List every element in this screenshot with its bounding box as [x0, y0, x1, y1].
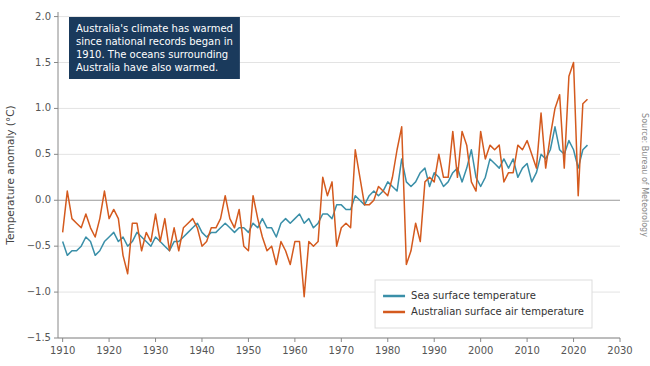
legend-swatch [383, 295, 405, 298]
x-tick [294, 338, 295, 342]
y-tick-label: 1.0 [35, 102, 51, 113]
legend-label: Australian surface air temperature [411, 306, 584, 317]
y-tick [54, 246, 58, 247]
y-tick-label: −0.5 [27, 240, 51, 251]
y-tick [54, 200, 58, 201]
y-tick-label: −1.0 [27, 286, 51, 297]
y-tick [54, 108, 58, 109]
y-tick-label: 2.0 [35, 11, 51, 22]
annotation-text: Australia's climate has warmedsince nati… [76, 23, 233, 73]
x-tick-label: 2030 [607, 345, 632, 356]
x-tick [480, 338, 481, 342]
x-tick-label: 1910 [50, 345, 75, 356]
x-tick [387, 338, 388, 342]
annotation: Australia's climate has warmedsince nati… [69, 17, 240, 79]
y-tick [54, 338, 58, 339]
series-line [63, 127, 588, 256]
x-tick [573, 338, 574, 342]
x-tick-label: 2000 [468, 345, 493, 356]
legend-swatch [383, 311, 405, 314]
chart: −1.5 −1.0 −0.5 0.0 0.5 1.0 1.5 2.0 1910 1920 1930 1… [0, 0, 650, 366]
y-tick-label: −1.5 [27, 332, 51, 343]
x-tick [434, 338, 435, 342]
y-axis-line [58, 12, 59, 338]
x-tick [620, 338, 621, 342]
x-tick [155, 338, 156, 342]
x-tick-label: 1930 [143, 345, 168, 356]
legend-label: Sea surface temperature [411, 290, 536, 301]
plot-area [63, 63, 588, 297]
zero-line [58, 200, 620, 201]
y-tick-label: 0.0 [35, 194, 51, 205]
grid-line [58, 108, 620, 109]
x-tick [341, 338, 342, 342]
y-tick [54, 16, 58, 17]
source-text: Source: Bureau of Meteorology [640, 113, 649, 237]
grid-line [58, 16, 620, 17]
series-line [63, 63, 588, 297]
legend-box [375, 280, 592, 328]
x-tick-label: 1940 [189, 345, 214, 356]
axes: −1.5 −1.0 −0.5 0.0 0.5 1.0 1.5 2.0 1910 1920 1930 1… [27, 11, 633, 356]
grid-line [58, 338, 620, 339]
x-tick-label: 1990 [421, 345, 446, 356]
x-axis-line [58, 338, 620, 339]
x-tick-label: 2010 [514, 345, 539, 356]
y-tick [54, 292, 58, 293]
y-axis-label: Temperature anomaly (°C) [4, 105, 16, 245]
x-tick [248, 338, 249, 342]
x-tick [527, 338, 528, 342]
x-tick-label: 1980 [375, 345, 400, 356]
x-tick [201, 338, 202, 342]
x-tick [62, 338, 63, 342]
y-tick-label: 0.5 [35, 148, 51, 159]
y-tick-label: 1.5 [35, 57, 51, 68]
x-tick-label: 2020 [561, 345, 586, 356]
grid-line [58, 154, 620, 155]
y-tick [54, 62, 58, 63]
x-tick-label: 1920 [96, 345, 121, 356]
x-tick-label: 1950 [236, 345, 261, 356]
annotation-box [69, 17, 240, 79]
x-tick-label: 1960 [282, 345, 307, 356]
x-tick-label: 1970 [329, 345, 354, 356]
legend: Sea surface temperature Australian surfac… [375, 280, 592, 328]
x-tick [109, 338, 110, 342]
y-tick [54, 154, 58, 155]
